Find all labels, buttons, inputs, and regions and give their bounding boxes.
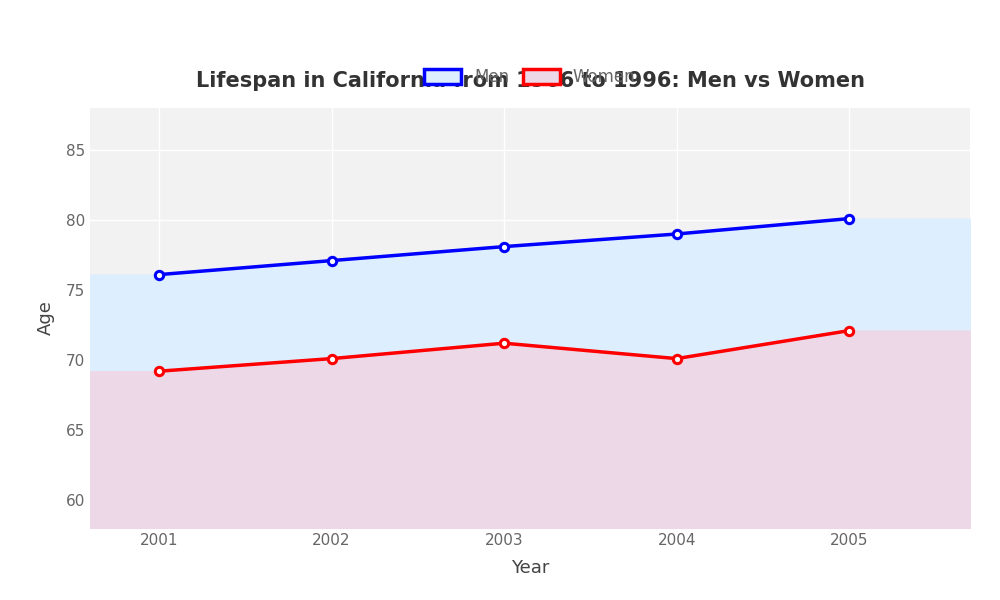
Legend: Men, Women: Men, Women [418, 62, 642, 93]
Y-axis label: Age: Age [37, 301, 55, 335]
Title: Lifespan in California from 1966 to 1996: Men vs Women: Lifespan in California from 1966 to 1996… [196, 71, 864, 91]
X-axis label: Year: Year [511, 559, 549, 577]
